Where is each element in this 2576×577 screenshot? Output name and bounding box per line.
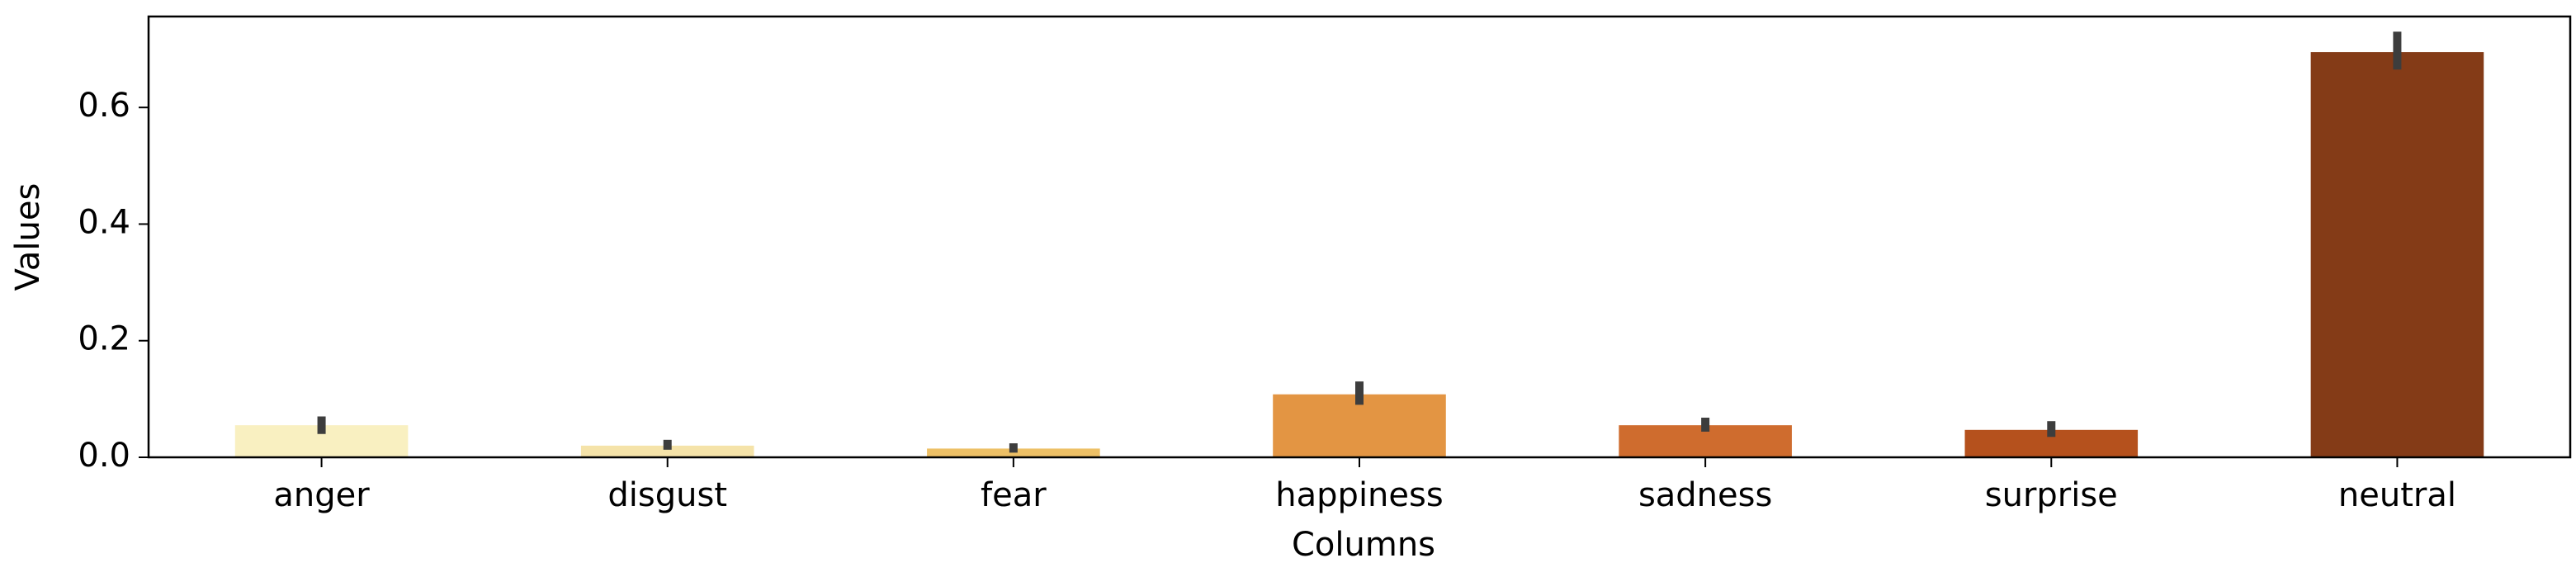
bar (927, 448, 1100, 457)
y-axis-label: Values (9, 183, 47, 291)
x-tick-label: anger (273, 476, 370, 514)
x-tick-label: happiness (1275, 476, 1443, 514)
x-axis-label: Columns (1292, 526, 1435, 564)
x-tick-label: neutral (2338, 476, 2456, 514)
y-tick-label: 0.4 (78, 203, 130, 241)
bar (580, 445, 754, 457)
x-tick-label: disgust (607, 476, 727, 514)
plot-frame (147, 15, 2572, 459)
y-tick-label: 0.0 (78, 437, 130, 475)
y-tick-label: 0.6 (78, 87, 130, 125)
bar (1273, 394, 1446, 457)
x-tick-label: surprise (1985, 476, 2118, 514)
x-tick-label: fear (981, 476, 1047, 514)
x-tick-label: sadness (1638, 476, 1772, 514)
bar (2310, 52, 2484, 457)
y-tick-label: 0.2 (78, 320, 130, 358)
